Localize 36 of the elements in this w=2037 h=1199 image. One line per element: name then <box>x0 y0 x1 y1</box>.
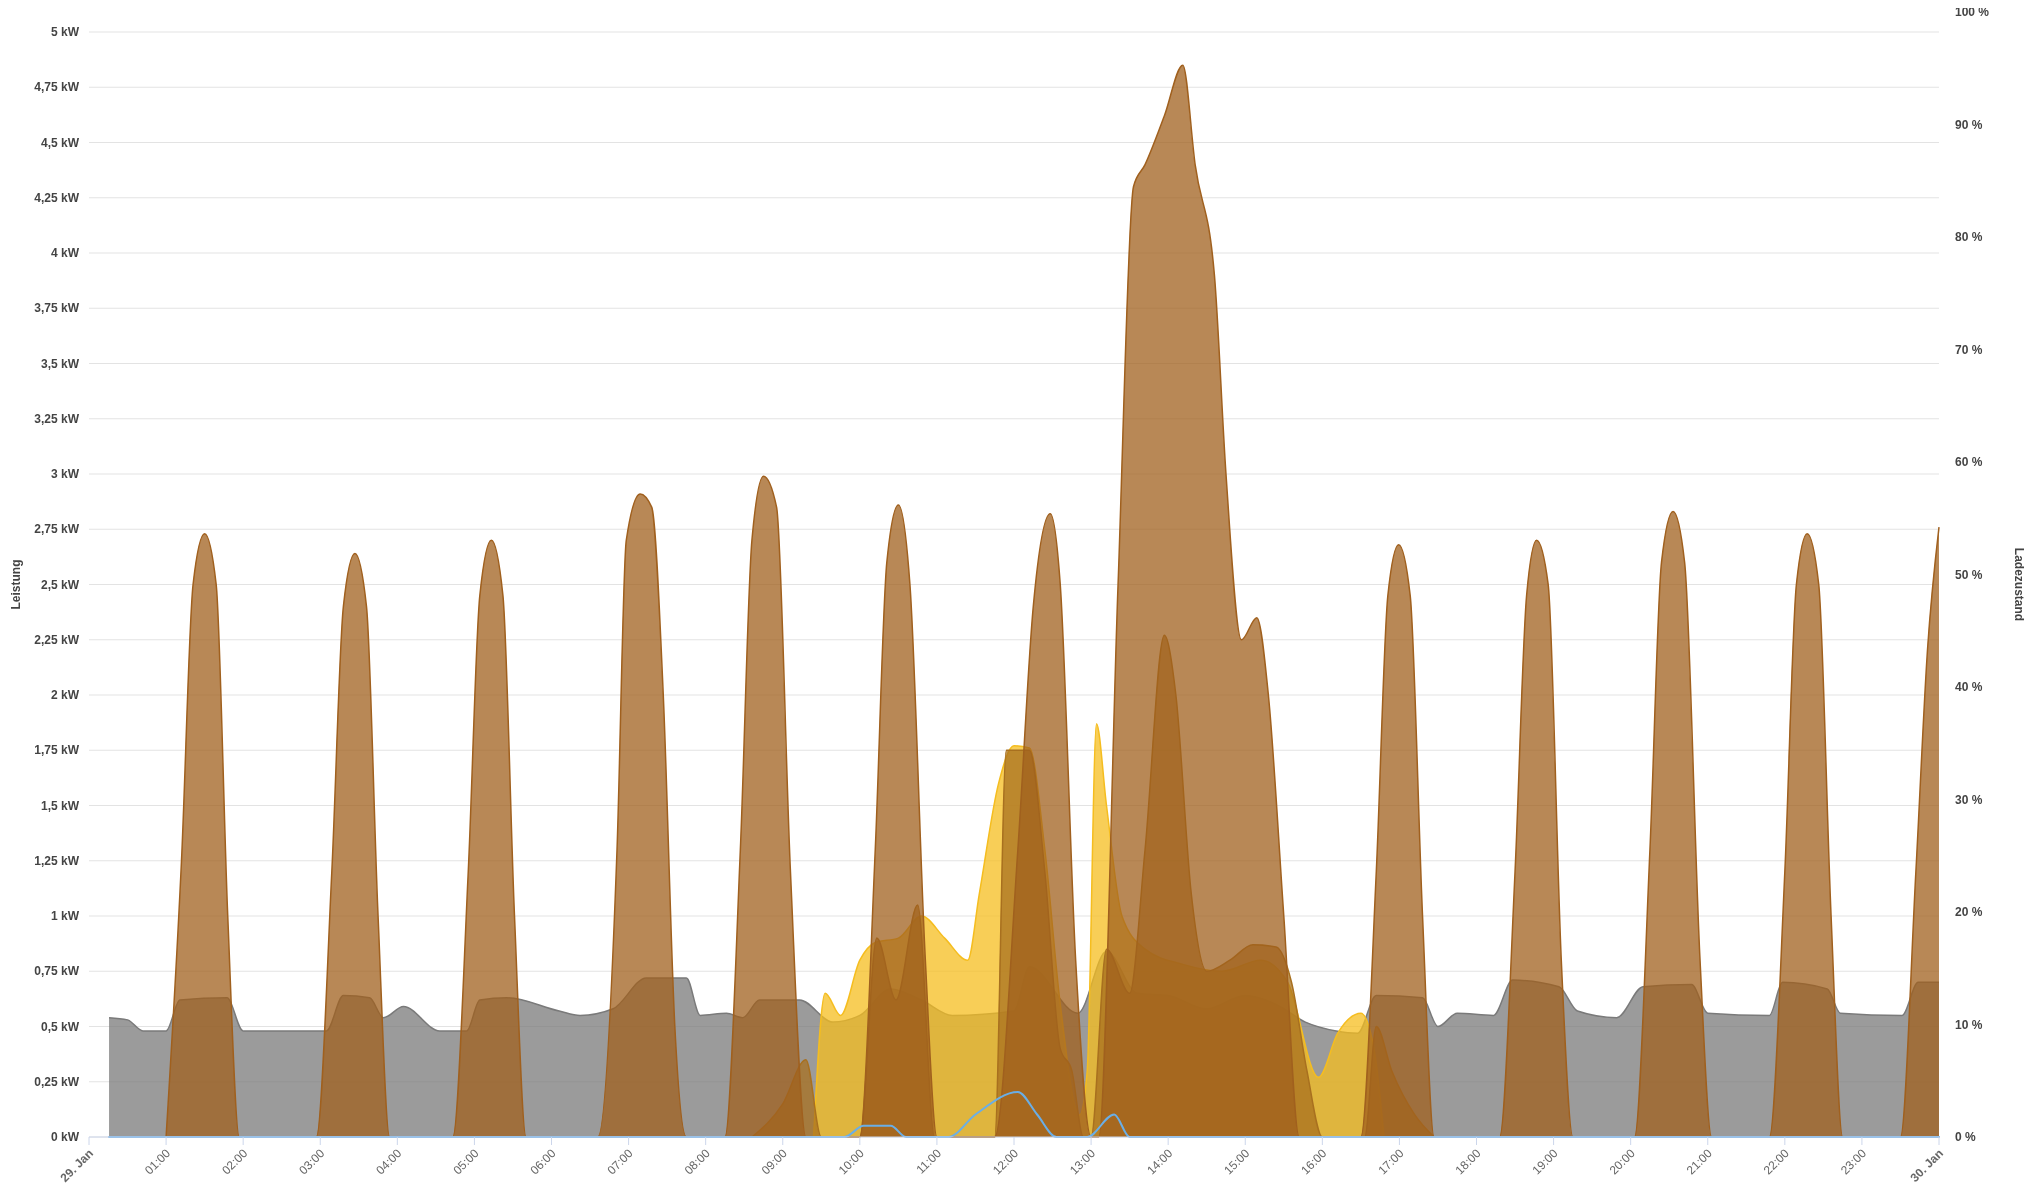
y-tick-label: 4,75 kW <box>34 80 80 95</box>
y2-tick-label: 20 % <box>1955 905 1983 920</box>
y2-tick-label: 40 % <box>1955 680 1983 695</box>
y-tick-label: 1,25 kW <box>34 853 80 868</box>
y-tick-label: 4,25 kW <box>34 190 80 205</box>
y-tick-label: 4,5 kW <box>40 135 80 150</box>
y-tick-label: 0,75 kW <box>34 964 80 979</box>
y-tick-label: 1,75 kW <box>34 743 80 758</box>
y-tick-label: 2,25 kW <box>34 632 80 647</box>
y2-tick-label: 10 % <box>1955 1017 1983 1032</box>
y-tick-label: 3,5 kW <box>40 356 80 371</box>
y-tick-label: 3,25 kW <box>34 411 80 426</box>
y-tick-label: 3 kW <box>50 467 80 482</box>
y2-tick-label: 100 % <box>1955 5 1990 20</box>
y-tick-label: 0,25 kW <box>34 1074 80 1089</box>
y2-tick-label: 90 % <box>1955 117 1983 132</box>
y-tick-label: 0 kW <box>50 1130 80 1145</box>
y-tick-label: 1 kW <box>50 909 80 924</box>
y-tick-label: 2,75 kW <box>34 522 80 537</box>
y-tick-label: 1,5 kW <box>40 798 80 813</box>
y2-tick-label: 60 % <box>1955 455 1983 470</box>
y-tick-label: 5 kW <box>50 25 80 40</box>
y-tick-label: 2,5 kW <box>40 577 80 592</box>
y2-tick-label: 70 % <box>1955 342 1983 357</box>
y-tick-label: 2 kW <box>50 688 80 703</box>
y-tick-label: 0,5 kW <box>40 1019 80 1034</box>
y2-tick-label: 0 % <box>1955 1130 1977 1145</box>
y2-tick-label: 50 % <box>1955 567 1983 582</box>
y2-axis-title: Ladezustand <box>2012 547 2026 622</box>
y-tick-label: 3,75 kW <box>34 301 80 316</box>
y-tick-label: 4 kW <box>50 246 80 261</box>
x-tick-label: 29. Jan <box>57 1146 97 1185</box>
y-axis-title: Leistung <box>9 559 23 610</box>
x-tick-label: 30. Jan <box>1907 1146 1947 1185</box>
y2-tick-label: 80 % <box>1955 230 1983 245</box>
y2-tick-label: 30 % <box>1955 792 1983 807</box>
